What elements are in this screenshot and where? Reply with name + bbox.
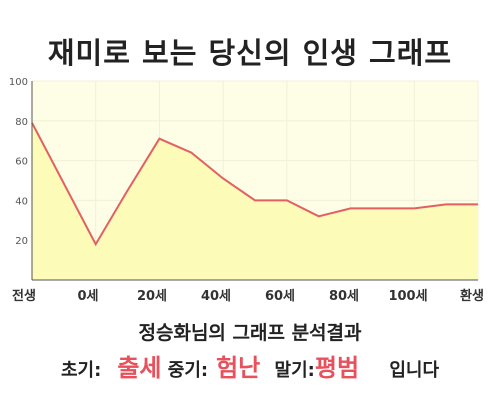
x-tick-label: 환생 bbox=[460, 288, 484, 304]
suffix-text: 입니다 bbox=[389, 360, 440, 381]
y-tick-label: 80 bbox=[15, 117, 28, 128]
mid-value: 험난 bbox=[216, 354, 261, 382]
life-line bbox=[31, 122, 478, 247]
page-title: 재미로 보는 당신의 인생 그래프 bbox=[47, 36, 453, 70]
early-value: 출세 bbox=[117, 354, 162, 382]
y-tick-label: 60 bbox=[15, 157, 28, 168]
y-tick-label: 100 bbox=[9, 77, 28, 88]
y-tick-labels: 20 40 60 80 100 bbox=[9, 77, 28, 247]
late-value: 평범 bbox=[314, 354, 360, 382]
x-tick-labels: 전생 0세 20세 40세 60세 80세 100세 환생 bbox=[12, 288, 484, 304]
x-tick-label: 40세 bbox=[201, 289, 231, 304]
y-tick-label: 20 bbox=[15, 236, 28, 247]
x-tick-label: 80세 bbox=[329, 289, 359, 304]
x-tick-label: 20세 bbox=[137, 289, 167, 304]
early-label: 초기: bbox=[60, 360, 102, 381]
y-tick-label: 40 bbox=[15, 196, 28, 207]
late-label: 말기: bbox=[274, 360, 315, 381]
x-tick-label: 전생 bbox=[12, 288, 36, 304]
x-tick-label: 60세 bbox=[265, 289, 295, 304]
mid-label: 중기: bbox=[167, 360, 209, 381]
result-title: 정승화님의 그래프 분석결과 bbox=[138, 322, 362, 344]
x-tick-label: 100세 bbox=[388, 289, 427, 304]
x-tick-label: 0세 bbox=[77, 289, 98, 304]
result-summary: 초기: 출세 중기: 험난 말기:평범 입니다 bbox=[0, 348, 500, 383]
